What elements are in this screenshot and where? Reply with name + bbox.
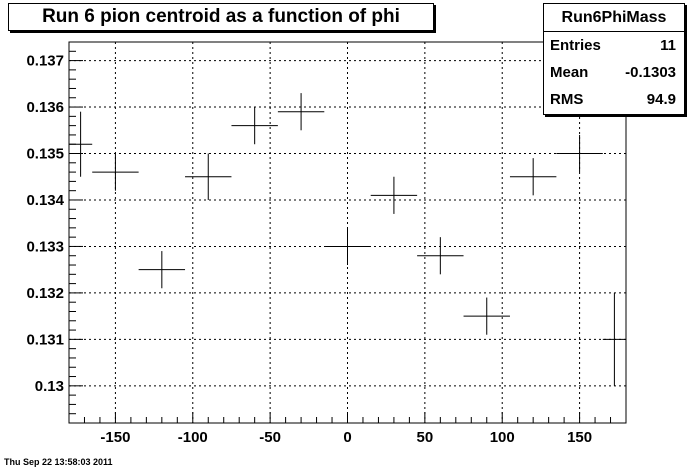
x-tick-label: -100 (178, 429, 208, 446)
axis-ticks (68, 41, 627, 424)
data-point (69, 111, 93, 177)
stats-box: Run6PhiMass Entries 11 Mean -0.1303 RMS … (543, 3, 685, 115)
x-tick-label: 50 (417, 429, 434, 446)
stats-row-entries: Entries 11 (544, 32, 684, 59)
x-tick-label: -150 (100, 429, 130, 446)
stats-row-mean: Mean -0.1303 (544, 59, 684, 86)
y-tick-label: 0.131 (26, 331, 64, 348)
y-tick-label: 0.136 (26, 99, 64, 116)
tick-labels: -150 -100 -50 0 50 100 150 0.13 0.131 0.132 0.133 0… (26, 53, 592, 446)
data-point (277, 93, 325, 131)
stats-label: RMS (550, 91, 584, 108)
data-point (602, 292, 626, 386)
data-point (556, 134, 603, 173)
y-tick-label: 0.135 (26, 146, 64, 163)
x-tick-label: 150 (567, 429, 592, 446)
stats-row-rms: RMS 94.9 (544, 86, 684, 113)
data-point (509, 158, 557, 196)
y-tick-label: 0.137 (26, 53, 64, 70)
data-point (463, 297, 510, 335)
chart-title: Run 6 pion centroid as a function of phi (8, 3, 434, 31)
x-tick-label: 0 (343, 429, 351, 446)
x-tick-label: -50 (259, 429, 281, 446)
data-point (231, 107, 278, 145)
data-point (417, 237, 464, 275)
data-point (370, 176, 418, 214)
timestamp-footer: Thu Sep 22 13:58:03 2011 (4, 457, 113, 467)
stats-histogram-name: Run6PhiMass (544, 4, 684, 32)
data-point (138, 251, 186, 289)
stats-label: Mean (550, 64, 589, 81)
y-tick-label: 0.133 (26, 238, 64, 255)
data-points (69, 93, 626, 386)
data-point (185, 153, 232, 200)
stats-label: Entries (550, 37, 601, 54)
stats-value: -0.1303 (625, 64, 676, 81)
data-point (324, 227, 371, 266)
y-tick-label: 0.134 (26, 192, 64, 209)
y-tick-label: 0.132 (26, 285, 64, 302)
data-point (92, 153, 139, 191)
y-tick-label: 0.13 (35, 378, 64, 395)
stats-value: 11 (660, 37, 676, 54)
x-tick-label: 100 (490, 429, 515, 446)
stats-value: 94.9 (646, 91, 676, 108)
